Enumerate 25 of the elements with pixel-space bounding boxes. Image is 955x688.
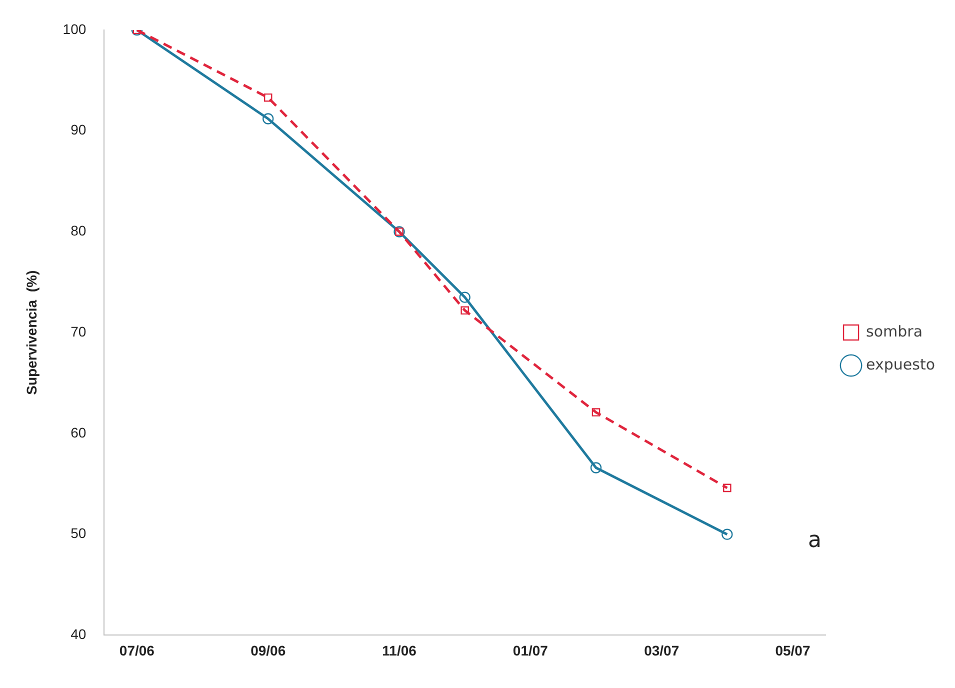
legend-label: sombra — [866, 322, 923, 340]
y-tick-label: 60 — [70, 424, 86, 440]
point — [264, 93, 272, 102]
y-tick-label: 40 — [70, 626, 86, 642]
point — [722, 528, 733, 540]
x-tick-label: 11/06 — [382, 642, 417, 658]
point — [459, 292, 470, 303]
x-tick-label: 09/06 — [250, 642, 286, 658]
y-tick-label: 50 — [70, 525, 86, 542]
point — [262, 113, 274, 124]
x-tick-label: 07/06 — [119, 642, 155, 658]
y-axis-title: Supervivencia (%) — [23, 270, 40, 395]
y-tick-label: 70 — [70, 323, 86, 340]
x-tick-label: 01/07 — [512, 642, 548, 658]
x-tick-label: 03/07 — [644, 642, 680, 658]
point — [460, 306, 469, 315]
legend-label: expuesto — [866, 355, 936, 374]
point — [590, 462, 602, 474]
annotation: a — [808, 528, 822, 553]
x-tick-label: 05/07 — [775, 642, 810, 658]
point — [723, 484, 732, 492]
point — [592, 408, 600, 416]
y-tick-label: 100 — [62, 20, 86, 37]
y-tick-label: 80 — [70, 222, 86, 239]
y-tick-label: 90 — [70, 122, 86, 138]
